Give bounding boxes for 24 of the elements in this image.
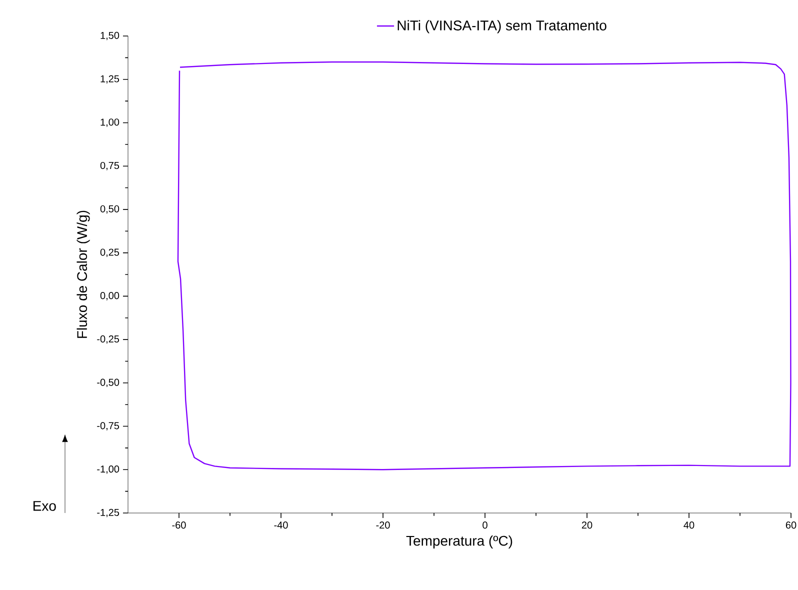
y-tick-label: -0,75 <box>97 422 120 430</box>
y-axis-title: Fluxo de Calor (W/g) <box>76 210 90 338</box>
y-tick-label: -1,25 <box>97 508 120 518</box>
y-tick-label: 0,25 <box>100 248 120 257</box>
x-tick-label: 60 <box>786 522 796 529</box>
y-tick-label: 1,50 <box>100 32 120 40</box>
x-axis-title: Temperatura (ºC) <box>406 535 512 549</box>
x-tick-label: -40 <box>274 522 288 529</box>
y-tick-label: 0,75 <box>100 162 120 170</box>
x-tick-label: -20 <box>376 522 390 529</box>
y-tick-label: 1,00 <box>100 118 120 127</box>
y-tick-label: 1,25 <box>100 75 120 84</box>
line-series <box>177 61 792 470</box>
text: Exo <box>33 501 56 511</box>
y-tick-label: 0,00 <box>100 292 120 300</box>
x-tick-label: -60 <box>172 522 186 529</box>
y-tick-label: 0,50 <box>100 205 120 214</box>
y-tick-label: -1,00 <box>97 466 120 474</box>
y-tick-label: -0,25 <box>97 335 120 344</box>
legend-label: NiTi (VINSA-ITA) sem Tratamento <box>398 20 606 34</box>
x-tick-label: 40 <box>684 522 694 529</box>
x-tick-label: 0 <box>482 522 488 529</box>
x-tick-label: 20 <box>582 522 592 529</box>
y-tick-label: -0,50 <box>97 378 120 388</box>
